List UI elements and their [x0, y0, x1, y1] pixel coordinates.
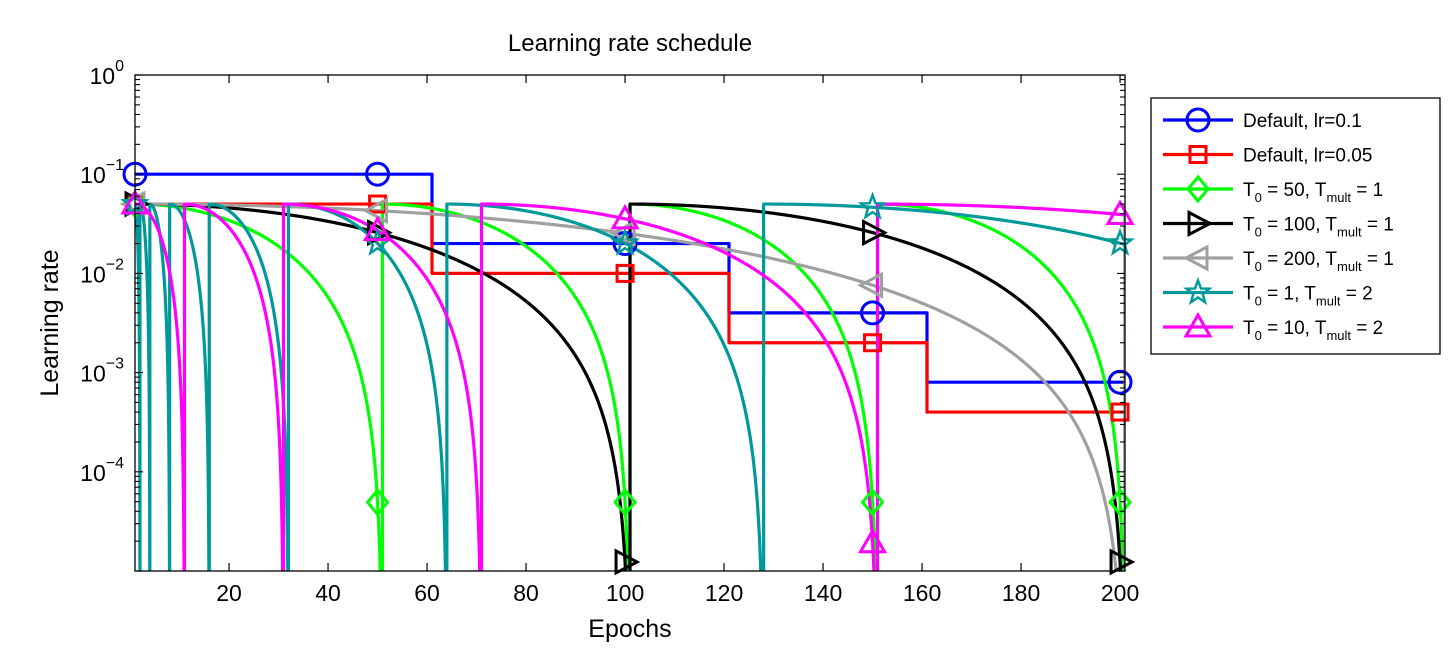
- series-3-marker: [1108, 487, 1133, 517]
- series-line-6: [135, 202, 1125, 571]
- y-tick-label: 10−4: [80, 455, 124, 486]
- x-tick-label: 80: [513, 580, 539, 606]
- series-line-7: [135, 202, 1125, 571]
- marker-layer: [119, 161, 1136, 576]
- legend-label-3: T0 = 50, Tmult = 1: [1243, 180, 1383, 205]
- series-line-4: [135, 202, 1125, 571]
- series-5-marker: [857, 271, 884, 299]
- x-tick-label: 120: [705, 580, 743, 606]
- series-6-marker: [1105, 227, 1135, 256]
- legend-label-5: T0 = 200, Tmult = 1: [1243, 249, 1394, 274]
- x-axis-title: Epochs: [588, 615, 671, 643]
- x-tick-label: 100: [606, 580, 644, 606]
- legend-marker: [1186, 174, 1210, 204]
- x-tick-label: 200: [1101, 580, 1139, 606]
- legend-label-4: T0 = 100, Tmult = 1: [1243, 215, 1394, 240]
- series-4-marker: [1109, 548, 1136, 576]
- y-tick-label: 10−3: [80, 356, 124, 387]
- y-tick-label: 10−1: [80, 157, 124, 188]
- series-6-marker: [857, 191, 888, 220]
- series-2-marker: [615, 263, 635, 283]
- x-tick-label: 160: [903, 580, 941, 606]
- series-7-marker: [362, 215, 393, 242]
- y-axis-title: Learning rate: [36, 249, 64, 396]
- legend-marker: [1188, 145, 1208, 164]
- legend-label-7: T0 = 10, Tmult = 2: [1243, 318, 1383, 343]
- series-1-marker: [365, 161, 391, 187]
- series-7-marker: [857, 527, 888, 554]
- series-3-marker: [860, 487, 885, 517]
- legend-label-6: T0 = 1, Tmult = 2: [1243, 284, 1373, 309]
- y-tick-label: 100: [90, 58, 125, 89]
- legend-label-1: Default, lr=0.1: [1243, 111, 1362, 132]
- legend-marker: [1182, 244, 1209, 272]
- chart-title: Learning rate schedule: [508, 30, 752, 57]
- legend: Default, lr=0.1 Default, lr=0.05 T0 = 50, …: [1150, 97, 1441, 355]
- series-3-marker: [365, 487, 390, 517]
- series-2-marker: [1110, 402, 1130, 422]
- legend-box: [1150, 97, 1441, 355]
- legend-marker: [1187, 210, 1214, 237]
- series-7-marker: [610, 203, 640, 230]
- series-6-marker: [610, 227, 640, 256]
- legend-marker: [1183, 311, 1213, 338]
- series-2-marker: [863, 333, 883, 353]
- legend-marker: [1183, 276, 1213, 306]
- plot-frame: [134, 74, 1126, 572]
- legend-marker: [1185, 107, 1211, 133]
- series-4-marker: [614, 548, 641, 576]
- series-5-marker: [362, 197, 389, 225]
- series-7-marker: [1105, 199, 1135, 225]
- series-4-marker: [862, 219, 888, 247]
- series-1-marker: [1107, 369, 1133, 395]
- y-tick-label: 10−2: [80, 256, 124, 287]
- x-tick-label: 40: [315, 580, 341, 606]
- series-1-marker: [860, 300, 886, 326]
- x-tick-label: 140: [804, 580, 842, 606]
- series-3-marker: [613, 487, 638, 517]
- x-tick-label: 180: [1002, 580, 1040, 606]
- x-tick-label: 60: [414, 580, 440, 606]
- tick-layer: 20 40 60 80 100 120 140 160 180 200 100 10−1 10−2 10−…: [80, 58, 1139, 606]
- legend-label-2: Default, lr=0.05: [1243, 146, 1372, 167]
- x-tick-label: 20: [216, 580, 242, 606]
